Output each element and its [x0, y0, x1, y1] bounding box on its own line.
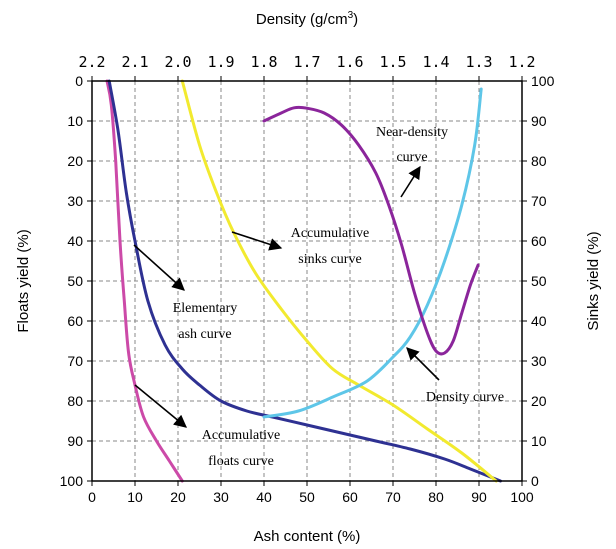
annotation-arrow-near-density — [400, 165, 421, 198]
annotation-label-density: Density curve — [426, 390, 504, 405]
tick-labels: 0 10 20 30 40 50 60 70 80 90 100010203040506070809… — [60, 53, 555, 505]
x-tick-label: 100 — [510, 489, 534, 505]
right-y-tick-label: 100 — [531, 73, 555, 89]
density-tick-label: 1.6 — [336, 53, 363, 71]
density-tick-label: 1.7 — [293, 53, 320, 71]
x-tick-label: 0 — [88, 489, 96, 505]
annotation-label-accumulative-sinks: sinks curve — [298, 252, 361, 267]
x-tick-label: 80 — [428, 489, 444, 505]
density-tick-label: 1.9 — [207, 53, 234, 71]
annotation-label-elementary-ash: ash curve — [178, 327, 231, 342]
annotation-label-accumulative-floats: floats curve — [208, 454, 274, 469]
annotation-label-accumulative-sinks: Accumulative — [291, 226, 370, 241]
right-y-tick-label: 50 — [531, 273, 547, 289]
left-y-tick-label: 0 — [75, 73, 83, 89]
x-tick-label: 20 — [170, 489, 186, 505]
right-y-tick-label: 30 — [531, 353, 547, 369]
x-tick-label: 90 — [471, 489, 487, 505]
left-y-tick-label: 20 — [67, 153, 83, 169]
x-tick-label: 30 — [213, 489, 229, 505]
grid-lines — [92, 81, 522, 481]
series-line-accumulative-floats — [105, 79, 184, 483]
density-tick-label: 2.0 — [164, 53, 191, 71]
left-y-tick-label: 50 — [67, 273, 83, 289]
density-tick-label: 1.2 — [508, 53, 535, 71]
right-y-tick-label: 0 — [531, 473, 539, 489]
density-tick-label: 1.4 — [422, 53, 449, 71]
right-y-tick-label: 70 — [531, 193, 547, 209]
left-y-tick-label: 10 — [67, 113, 83, 129]
left-y-tick-label: 70 — [67, 353, 83, 369]
right-y-tick-label: 10 — [531, 433, 547, 449]
right-y-tick-label: 60 — [531, 233, 547, 249]
annotation-label-near-density: curve — [396, 150, 427, 165]
annotations: Near-density curve Accumulative sinks curve… — [133, 125, 504, 469]
right-y-tick-label: 90 — [531, 113, 547, 129]
annotation-label-near-density: Near-density — [376, 125, 448, 140]
x-axis-title: Ash content (%) — [254, 528, 361, 545]
annotation-arrow-accumulative-floats — [134, 384, 187, 428]
x-tick-label: 60 — [342, 489, 358, 505]
density-tick-label: 1.8 — [250, 53, 277, 71]
left-y-tick-label: 90 — [67, 433, 83, 449]
right-y-tick-label: 20 — [531, 393, 547, 409]
density-tick-label: 2.1 — [121, 53, 148, 71]
x-tick-label: 50 — [299, 489, 315, 505]
left-y-tick-label: 40 — [67, 233, 83, 249]
right-y-axis-title: Sinks yield (%) — [585, 231, 602, 330]
annotation-label-accumulative-floats: Accumulative — [202, 428, 281, 443]
x-tick-label: 70 — [385, 489, 401, 505]
series-line-density — [262, 87, 483, 419]
left-y-axis-title: Floats yield (%) — [15, 229, 32, 332]
left-y-tick-label: 80 — [67, 393, 83, 409]
x-tick-label: 10 — [127, 489, 143, 505]
series-line-accumulative-sinks — [180, 79, 498, 483]
series-curves — [105, 79, 502, 483]
right-y-tick-label: 80 — [531, 153, 547, 169]
density-axis-title: Density (g/cm3) — [256, 10, 358, 28]
left-y-tick-label: 30 — [67, 193, 83, 209]
annotation-arrow-elementary-ash — [133, 244, 185, 291]
annotation-arrow-density — [406, 347, 440, 381]
density-tick-label: 2.2 — [78, 53, 105, 71]
density-tick-label: 1.5 — [379, 53, 406, 71]
series-line-near-density — [262, 105, 480, 356]
left-y-tick-label: 100 — [60, 473, 84, 489]
density-tick-label: 1.3 — [465, 53, 492, 71]
right-y-tick-label: 40 — [531, 313, 547, 329]
left-y-tick-label: 60 — [67, 313, 83, 329]
annotation-arrow-accumulative-sinks — [231, 231, 283, 251]
series-line-elementary-ash — [107, 79, 502, 483]
x-tick-label: 40 — [256, 489, 272, 505]
annotation-label-elementary-ash: Elementary — [173, 301, 238, 316]
